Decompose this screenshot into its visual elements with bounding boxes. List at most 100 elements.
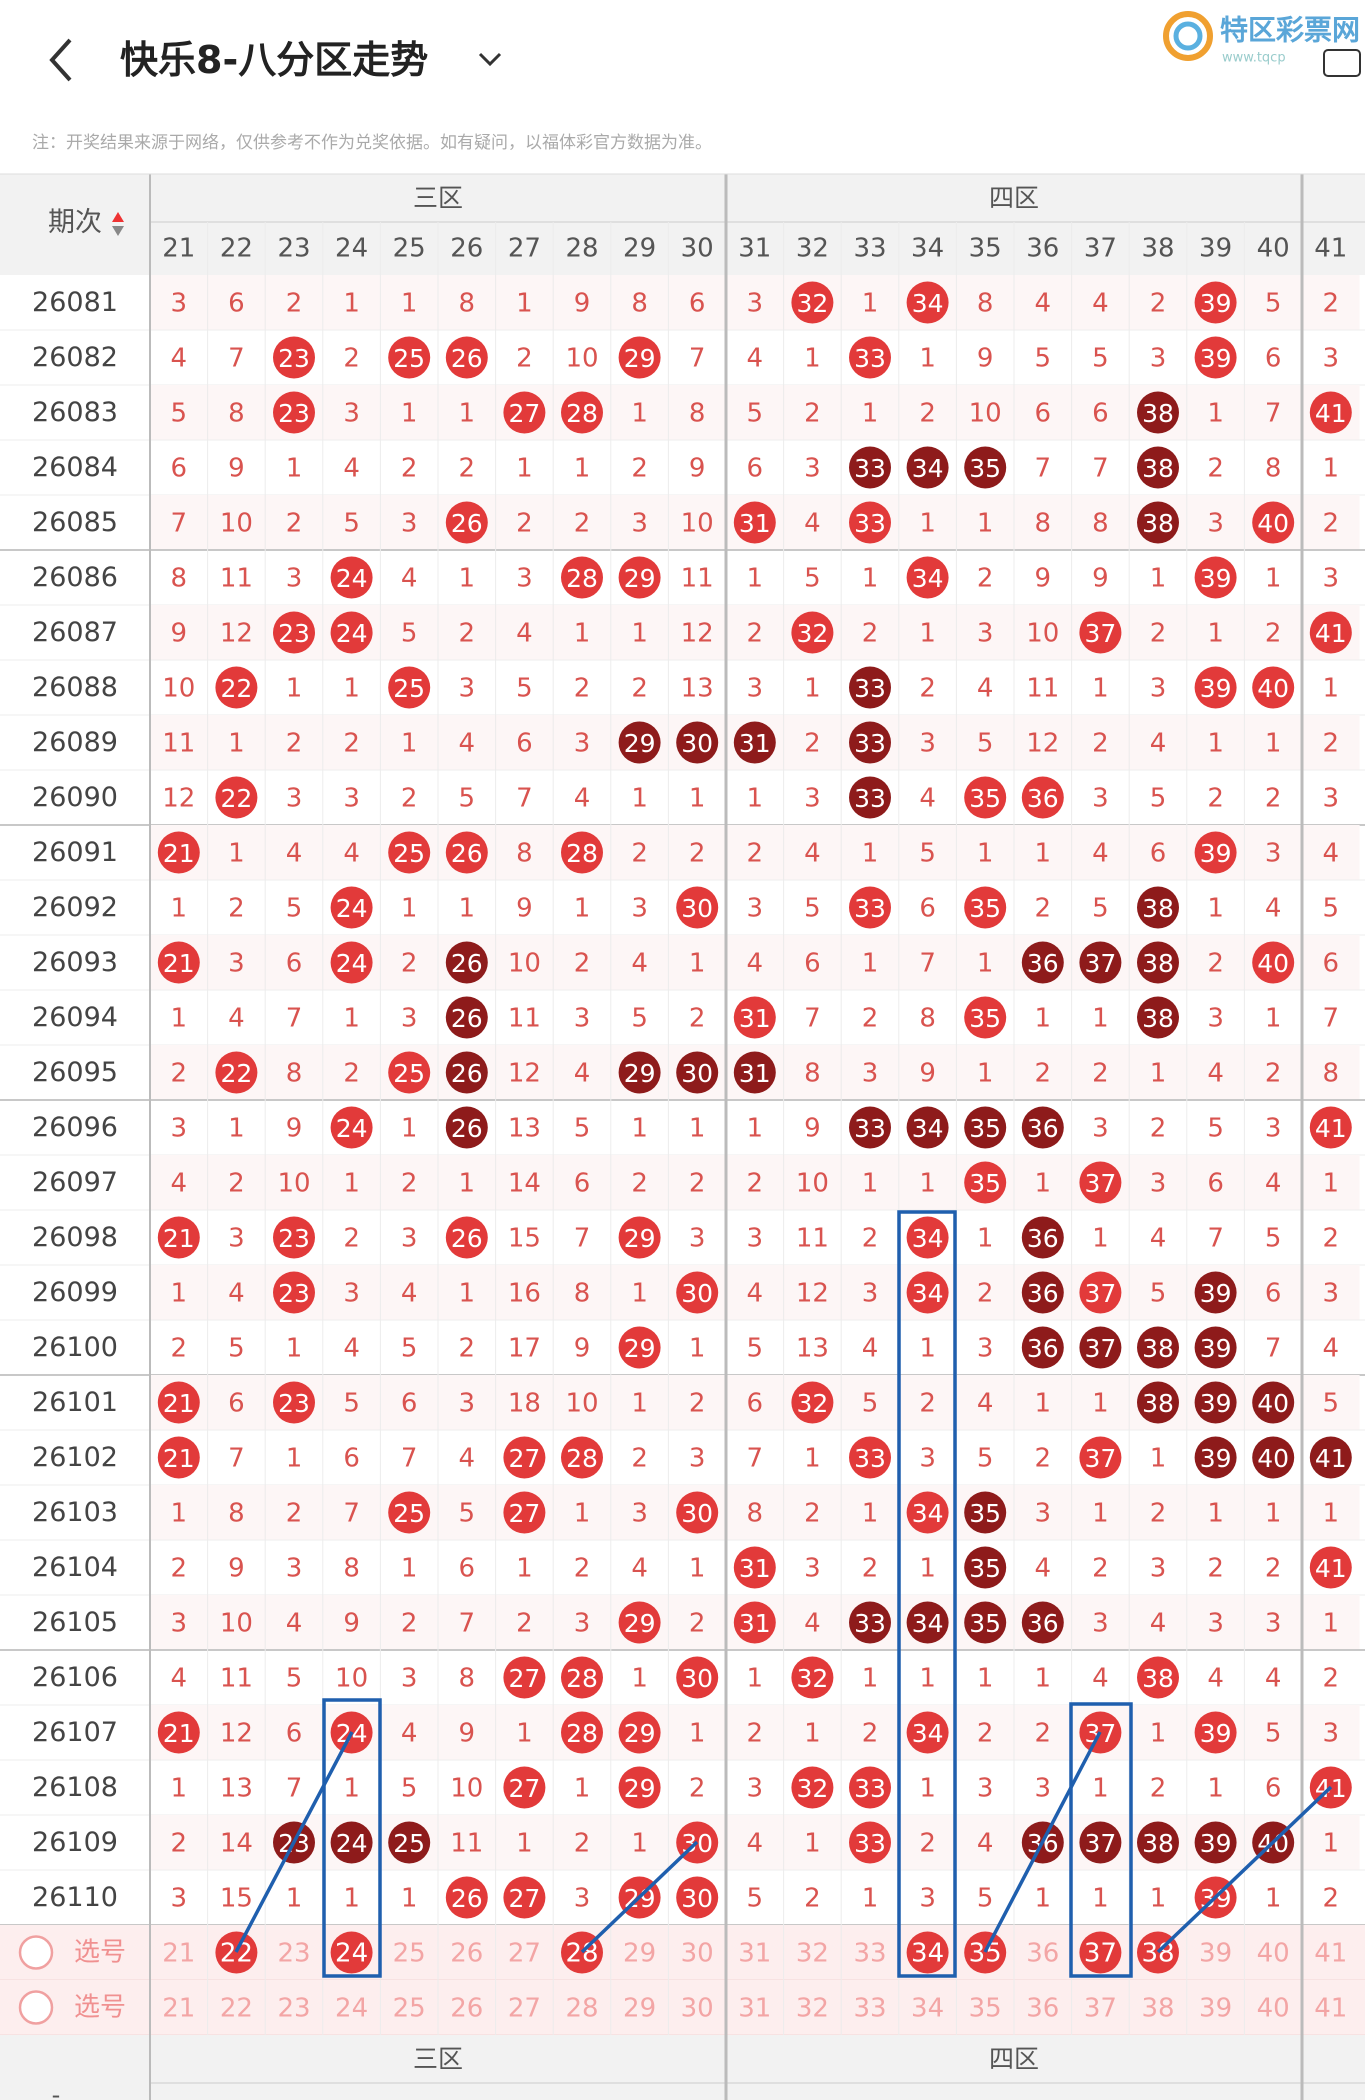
miss-count: 6: [171, 454, 188, 484]
miss-count: 4: [1035, 1554, 1052, 1584]
hit-number: 35: [969, 454, 1001, 483]
screen-button[interactable]: [1323, 49, 1361, 77]
hit-ball: [445, 1051, 488, 1094]
select-radio[interactable]: [18, 1990, 54, 2025]
hit-number: 28: [566, 564, 598, 593]
miss-count: 2: [689, 1609, 706, 1639]
miss-count: 2: [1323, 509, 1340, 539]
select-number[interactable]: 37: [1084, 1939, 1117, 1969]
select-number[interactable]: 31: [738, 1994, 771, 2024]
select-number[interactable]: 34: [911, 1994, 944, 2024]
select-number[interactable]: 22: [220, 1939, 253, 1969]
miss-count: 2: [747, 839, 764, 869]
miss-count: 5: [1265, 289, 1282, 319]
select-number[interactable]: 35: [969, 1994, 1002, 2024]
miss-count: 3: [574, 1884, 591, 1914]
hit-number: 41: [1315, 1554, 1347, 1583]
select-number[interactable]: 30: [681, 1939, 714, 1969]
hit-ball: [676, 886, 719, 929]
miss-count: 4: [343, 454, 360, 484]
select-number[interactable]: 38: [1141, 1994, 1174, 2024]
hit-number: 30: [681, 1059, 713, 1088]
select-number[interactable]: 36: [1026, 1939, 1059, 1969]
select-number[interactable]: 23: [277, 1939, 310, 1969]
miss-count: 2: [631, 839, 648, 869]
select-number[interactable]: 32: [796, 1994, 829, 2024]
hit-number: 28: [566, 399, 598, 428]
miss-count: 1: [1035, 1004, 1052, 1034]
miss-count: 1: [1265, 564, 1282, 594]
miss-count: 1: [228, 1114, 245, 1144]
miss-count: 10: [277, 1169, 310, 1199]
select-number[interactable]: 27: [508, 1994, 541, 2024]
hit-number: 39: [1200, 1829, 1232, 1858]
miss-count: 1: [286, 454, 303, 484]
select-number[interactable]: 40: [1257, 1994, 1290, 2024]
miss-count: 2: [919, 399, 936, 429]
dropdown-arrow[interactable]: [478, 52, 502, 67]
hit-number: 21: [163, 1389, 195, 1418]
hit-ball: [849, 886, 891, 929]
miss-count: 2: [919, 674, 936, 704]
select-number[interactable]: 41: [1314, 1939, 1347, 1969]
hit-number: 26: [451, 949, 483, 978]
miss-count: 1: [228, 839, 245, 869]
select-number[interactable]: 41: [1314, 1994, 1347, 2024]
hit-number: 34: [912, 289, 944, 318]
select-number[interactable]: 22: [220, 1994, 253, 2024]
select-number[interactable]: 36: [1026, 1994, 1059, 2024]
miss-count: 1: [1323, 1829, 1340, 1859]
hit-ball: [676, 1656, 719, 1699]
select-number[interactable]: 33: [853, 1994, 886, 2024]
miss-count: 2: [1092, 1059, 1109, 1089]
miss-count: 1: [401, 399, 418, 429]
select-number[interactable]: 31: [738, 1939, 771, 1969]
trend-line: [1156, 1785, 1333, 1954]
select-number[interactable]: 28: [565, 1994, 598, 2024]
select-number[interactable]: 39: [1199, 1994, 1232, 2024]
select-number[interactable]: 25: [393, 1939, 426, 1969]
select-number[interactable]: 39: [1199, 1939, 1232, 1969]
select-number[interactable]: 21: [162, 1994, 195, 2024]
sort-down: [112, 226, 124, 236]
select-number[interactable]: 33: [853, 1939, 886, 1969]
miss-count: 1: [1035, 839, 1052, 869]
select-number[interactable]: 26: [450, 1939, 483, 1969]
miss-count: 3: [862, 1279, 879, 1309]
select-number[interactable]: 29: [623, 1939, 656, 1969]
select-number[interactable]: 40: [1257, 1939, 1290, 1969]
select-number[interactable]: 37: [1084, 1994, 1117, 2024]
miss-count: 4: [631, 1554, 648, 1584]
hit-ball: [618, 1601, 661, 1644]
miss-count: 1: [804, 1719, 821, 1749]
hit-number: 21: [163, 1224, 195, 1253]
select-number[interactable]: 29: [623, 1994, 656, 2024]
column-label: 35: [969, 234, 1002, 264]
select-number[interactable]: 26: [450, 1994, 483, 2024]
select-number[interactable]: 21: [162, 1939, 195, 1969]
select-number[interactable]: 25: [393, 1994, 426, 2024]
select-number[interactable]: 24: [335, 1939, 368, 1969]
miss-count: 4: [747, 1829, 764, 1859]
page-title[interactable]: 快乐8-八分区走势: [120, 38, 428, 82]
miss-count: 7: [1323, 1004, 1340, 1034]
select-number[interactable]: 34: [911, 1939, 944, 1969]
hit-number: 36: [1027, 1224, 1059, 1253]
miss-count: 2: [401, 949, 418, 979]
hit-ball: [157, 1436, 200, 1479]
hit-ball: [849, 446, 891, 489]
hit-ball: [1137, 501, 1179, 544]
select-number[interactable]: 23: [277, 1994, 310, 2024]
select-number[interactable]: 24: [335, 1994, 368, 2024]
miss-count: 5: [747, 1884, 764, 1914]
miss-count: 13: [508, 1114, 541, 1144]
miss-count: 8: [516, 839, 533, 869]
select-number[interactable]: 35: [969, 1939, 1002, 1969]
hit-ball: [157, 831, 200, 874]
back-button[interactable]: [49, 38, 72, 82]
select-number[interactable]: 30: [681, 1994, 714, 2024]
select-number[interactable]: 32: [796, 1939, 829, 1969]
miss-count: 5: [574, 1114, 591, 1144]
select-radio[interactable]: [18, 1935, 54, 1970]
select-number[interactable]: 27: [508, 1939, 541, 1969]
